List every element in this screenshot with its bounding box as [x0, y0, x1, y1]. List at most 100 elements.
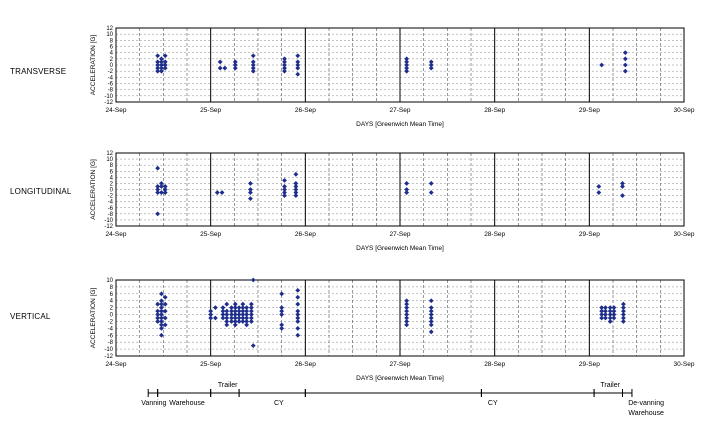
data-point — [229, 308, 234, 314]
y-tick-label: -12 — [104, 354, 113, 360]
y-tick-label: 0 — [110, 63, 114, 69]
data-point — [159, 315, 164, 321]
data-point — [607, 308, 613, 314]
data-point — [282, 177, 287, 183]
data-point — [229, 315, 234, 321]
data-point — [599, 305, 605, 311]
x-tick-label: 24-Sep — [106, 231, 127, 238]
x-tick-label: 29-Sep — [579, 107, 600, 114]
data-point — [224, 319, 230, 324]
data-point — [428, 329, 434, 335]
data-point — [232, 65, 238, 71]
data-point — [159, 298, 164, 304]
data-point — [404, 319, 410, 324]
data-point — [596, 190, 602, 195]
data-point — [159, 332, 164, 338]
data-point — [162, 294, 168, 300]
data-point — [428, 298, 434, 304]
data-point — [232, 308, 238, 314]
y-tick-label: -10 — [104, 94, 113, 100]
data-point — [244, 312, 250, 317]
row-label-vertical: VERTICAL — [10, 312, 51, 321]
data-point — [222, 65, 228, 71]
data-point — [295, 308, 301, 314]
x-tick-label: 27-Sep — [390, 361, 411, 368]
data-point — [224, 308, 230, 314]
data-point — [599, 308, 605, 314]
x-tick-label: 26-Sep — [295, 107, 316, 114]
data-point — [229, 305, 234, 311]
data-point — [404, 315, 410, 321]
data-point — [240, 315, 246, 321]
data-point — [622, 56, 628, 62]
data-point — [404, 187, 410, 192]
x-tick-label: 26-Sep — [295, 361, 316, 368]
data-point — [428, 315, 434, 321]
data-point — [208, 308, 214, 314]
y-tick-label: -12 — [104, 100, 113, 106]
data-point — [155, 65, 161, 71]
data-point — [155, 62, 161, 68]
data-point — [620, 184, 625, 189]
x-tick-label: 30-Sep — [674, 361, 695, 368]
data-point — [224, 312, 230, 317]
y-tick-label: -2 — [108, 69, 114, 75]
data-point — [293, 181, 299, 186]
data-point — [155, 308, 161, 314]
data-point — [155, 319, 161, 324]
y-tick-label: 0 — [110, 188, 114, 194]
data-point — [282, 59, 287, 65]
data-point — [159, 305, 164, 311]
y-tick-label: -4 — [108, 200, 114, 206]
data-point — [155, 59, 161, 65]
data-point — [240, 301, 246, 307]
data-point — [162, 65, 168, 71]
data-point — [162, 301, 168, 307]
data-point — [599, 315, 605, 321]
data-point — [295, 319, 301, 324]
data-point — [232, 322, 238, 328]
y-tick-label: -2 — [108, 319, 114, 325]
y-tick-label: 6 — [110, 292, 114, 298]
data-point — [155, 187, 161, 192]
y-axis-label: ACCELERATION [G] — [90, 159, 97, 220]
data-point — [428, 312, 434, 317]
data-point — [162, 59, 168, 65]
data-point — [250, 65, 256, 71]
data-point — [428, 190, 434, 195]
data-point — [250, 62, 256, 68]
data-point — [620, 181, 625, 186]
data-point — [240, 312, 246, 317]
data-point — [248, 181, 253, 186]
data-point — [404, 308, 410, 314]
data-point — [159, 65, 164, 71]
data-point — [295, 294, 301, 300]
data-point — [159, 59, 164, 65]
data-point — [244, 305, 250, 311]
data-point — [611, 312, 617, 317]
data-point — [208, 312, 214, 317]
y-tick-label: -10 — [104, 218, 113, 224]
data-point — [295, 53, 301, 59]
data-point — [295, 312, 301, 317]
x-tick-label: 29-Sep — [579, 231, 600, 238]
y-tick-label: 4 — [110, 175, 114, 181]
data-point — [250, 343, 256, 349]
y-tick-label: -4 — [108, 75, 114, 81]
data-point — [159, 291, 164, 297]
data-point — [404, 65, 410, 71]
y-tick-label: -6 — [108, 333, 114, 339]
data-point — [236, 312, 242, 317]
y-tick-label: 2 — [110, 57, 114, 63]
data-point — [428, 59, 434, 65]
timeline-label: Warehouse — [628, 410, 664, 417]
data-point — [295, 62, 301, 68]
data-point — [282, 65, 287, 71]
timeline-label: Trailer — [218, 382, 238, 389]
data-point — [232, 62, 238, 68]
data-point — [159, 308, 164, 314]
x-axis-label: DAYS [Greenwich Mean Time] — [356, 375, 444, 382]
data-point — [428, 65, 434, 71]
